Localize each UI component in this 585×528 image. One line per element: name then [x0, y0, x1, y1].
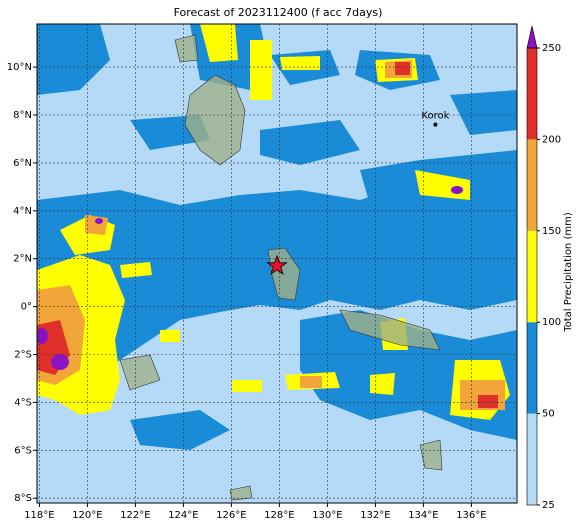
colorbar-segment [527, 413, 537, 505]
y-tick-label: 8°S [14, 493, 32, 504]
x-tick-label: 124°E [168, 510, 198, 521]
x-tick-label: 126°E [216, 510, 246, 521]
x-tick-label: 134°E [408, 510, 438, 521]
colorbar-label: Total Precipitation (mm) [563, 212, 574, 333]
colorbar-segment [527, 230, 537, 323]
colorbar-tick-label: 25 [542, 500, 555, 511]
x-tick-label: 120°E [72, 510, 102, 521]
field-above-250 [37, 186, 463, 370]
colorbar-tick-label: 50 [542, 409, 555, 420]
x-tick-label: 132°E [360, 510, 390, 521]
colorbar-segment [527, 322, 537, 414]
colorbar-segment [527, 48, 537, 140]
map-title: Forecast of 2023112400 (f acc 7days) [174, 6, 383, 19]
x-tick-label: 136°E [456, 510, 486, 521]
colorbar-tick-label: 250 [542, 43, 561, 54]
colorbar-extend [526, 25, 538, 49]
y-tick-label: 2°S [14, 350, 32, 361]
location-dot [433, 122, 438, 127]
location-label: Korok [421, 111, 449, 122]
y-tick-label: 8°N [13, 110, 32, 121]
y-tick-label: 2°N [13, 254, 32, 265]
y-tick-label: 10°N [7, 62, 32, 73]
x-tick-label: 128°E [264, 510, 294, 521]
x-tick-label: 118°E [24, 510, 54, 521]
y-tick-label: 4°N [13, 206, 32, 217]
colorbar-tick-label: 150 [542, 226, 561, 237]
plot-frame [36, 23, 518, 504]
precip-field [37, 24, 517, 503]
colorbar-tick-label: 200 [542, 134, 561, 145]
y-tick-label: 6°N [13, 158, 32, 169]
x-tick-label: 122°E [120, 510, 150, 521]
colorbar-segment [527, 139, 537, 231]
colorbar-tick-label: 100 [542, 317, 561, 328]
y-tick-label: 6°S [14, 445, 32, 456]
colorbar: 25 50 100 150 200 250 [526, 25, 561, 511]
colorbar-frame [526, 47, 538, 506]
y-tick-label: 0° [21, 302, 32, 313]
y-tick-label: 4°S [14, 397, 32, 408]
x-tick-label: 130°E [312, 510, 342, 521]
star-marker [266, 254, 288, 275]
markers: Korok [266, 111, 450, 275]
